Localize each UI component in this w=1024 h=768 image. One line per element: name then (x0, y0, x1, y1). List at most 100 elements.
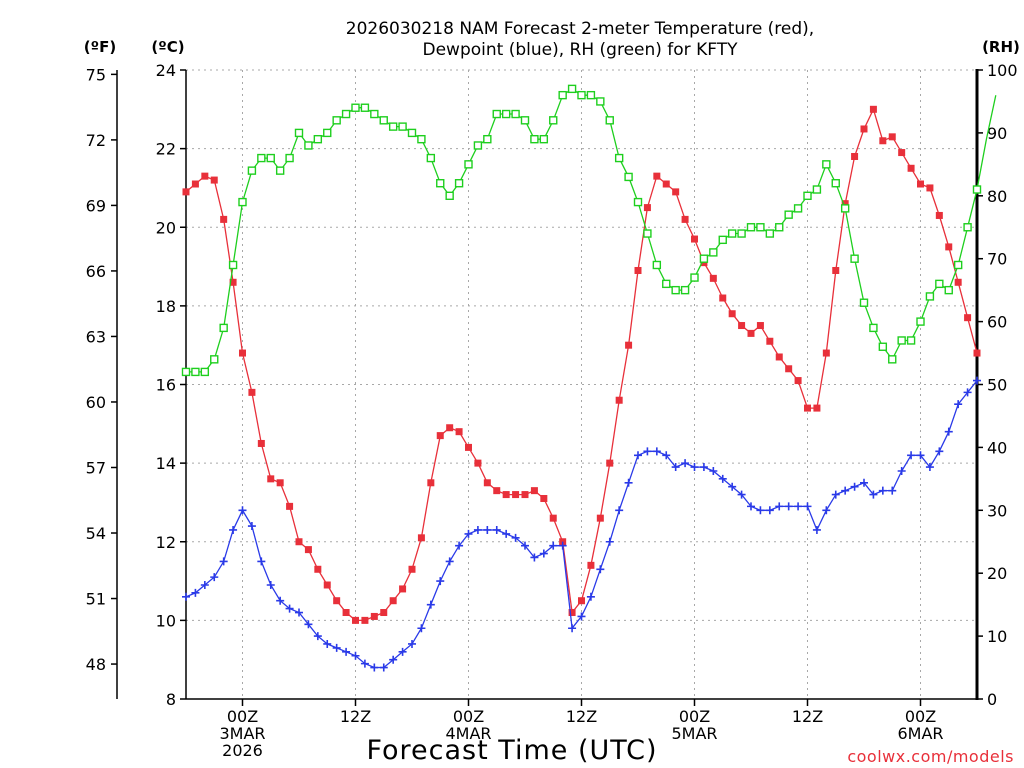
celsius-tick-label: 8 (166, 690, 176, 709)
rh-point (906, 336, 916, 345)
rh-point (492, 109, 501, 119)
dewpoint-point (643, 447, 652, 456)
dewpoint-point (671, 463, 680, 472)
dewpoint-point (464, 529, 473, 538)
fahrenheit-tick-label: 60 (86, 393, 106, 412)
rh-tick-label: 100 (987, 61, 1018, 80)
temperature-point (766, 337, 774, 345)
credit-label: coolwx.com/models (847, 747, 1014, 766)
dewpoint-point (445, 557, 454, 566)
time-tick-label: 12Z (566, 707, 597, 726)
temperature-point (728, 310, 736, 318)
dewpoint-point (925, 463, 934, 472)
time-tick-label: 00Z (679, 707, 710, 726)
dewpoint-point (935, 447, 944, 456)
celsius-tick-label: 18 (156, 297, 176, 316)
rh-point (972, 185, 982, 194)
temperature-point (465, 443, 472, 451)
temperature-point (436, 432, 444, 440)
temperature-point (521, 491, 529, 499)
dewpoint-point (878, 486, 887, 495)
temperature-point (879, 137, 887, 145)
dewpoint-point (624, 478, 633, 487)
dewpoint-point (483, 525, 492, 534)
dewpoint-point (841, 486, 850, 495)
temperature-point (182, 188, 190, 196)
rh-point (388, 122, 398, 131)
dewpoint-point (417, 624, 426, 633)
temperature-point (352, 616, 359, 624)
rh-point (803, 191, 812, 201)
dewpoint-point (200, 580, 209, 589)
dewpoint-point (596, 565, 605, 574)
rh-point (294, 128, 304, 138)
rh-point (916, 317, 925, 326)
temperature-point (304, 546, 312, 554)
temperature-point (606, 459, 614, 467)
rh-point (436, 179, 445, 188)
temperature-point (389, 597, 397, 605)
dewpoint-point (370, 663, 379, 672)
temperature-point (869, 105, 877, 113)
rh-point (953, 260, 963, 270)
rh-point (445, 191, 454, 201)
dewpoint-point (794, 502, 803, 511)
dewpoint-point (247, 522, 256, 531)
rh-point (464, 160, 473, 169)
rh-point (897, 336, 906, 345)
rh-point (746, 223, 756, 232)
rh-point (822, 160, 831, 169)
rh-point (596, 97, 605, 106)
rh-point (935, 279, 944, 289)
temperature-point (323, 581, 331, 589)
rh-point (473, 141, 483, 150)
rh-tick-label: 30 (987, 501, 1007, 520)
rh-point (520, 116, 530, 125)
data-series (181, 84, 997, 672)
time-date-label: 6MAR (897, 724, 943, 743)
temperature-point (370, 612, 378, 620)
dewpoint-point (709, 466, 718, 475)
dewpoint-point (276, 596, 285, 605)
time-tick-label: 00Z (905, 707, 936, 726)
rh-point (888, 355, 897, 364)
dewpoint-point (728, 482, 737, 491)
temperature-point (596, 514, 604, 522)
rh-point (238, 197, 247, 207)
temperature-point (964, 314, 972, 322)
temperature-point (888, 133, 896, 141)
dewpoint-point (304, 620, 313, 629)
rh-point (727, 229, 737, 238)
rh-tick-label: 50 (987, 376, 1007, 395)
rh-point (652, 260, 662, 270)
dewpoint-point (765, 506, 774, 515)
rh-point (775, 223, 784, 232)
temperature-point (719, 294, 727, 302)
temperature-point (832, 266, 840, 274)
temperature-point (813, 404, 821, 412)
temperature-point (408, 565, 416, 573)
temperature-point (634, 266, 642, 274)
dewpoint-point (360, 659, 369, 668)
rh-point (304, 141, 313, 150)
rh-point (614, 153, 624, 163)
rh-point (379, 116, 388, 125)
temperature-point (530, 487, 538, 495)
dewpoint-point (916, 451, 925, 460)
rh-point (605, 116, 614, 125)
temperature-point (794, 377, 802, 385)
temperature-point (540, 495, 548, 503)
rh-point (765, 229, 775, 238)
rh-unit-label: (RH) (982, 38, 1020, 56)
dewpoint-point (897, 466, 906, 475)
dewpoint-point (238, 506, 247, 515)
temperature-point (455, 428, 463, 436)
x-axis-title: Forecast Time (UTC) (366, 735, 657, 766)
dewpoint-point (577, 612, 586, 621)
celsius-tick-label: 24 (156, 61, 176, 80)
rh-point (699, 254, 709, 263)
temperature-point (587, 561, 595, 569)
series-dewpoint (182, 376, 981, 672)
temperature-point (248, 388, 256, 396)
temperature-point (276, 479, 284, 487)
